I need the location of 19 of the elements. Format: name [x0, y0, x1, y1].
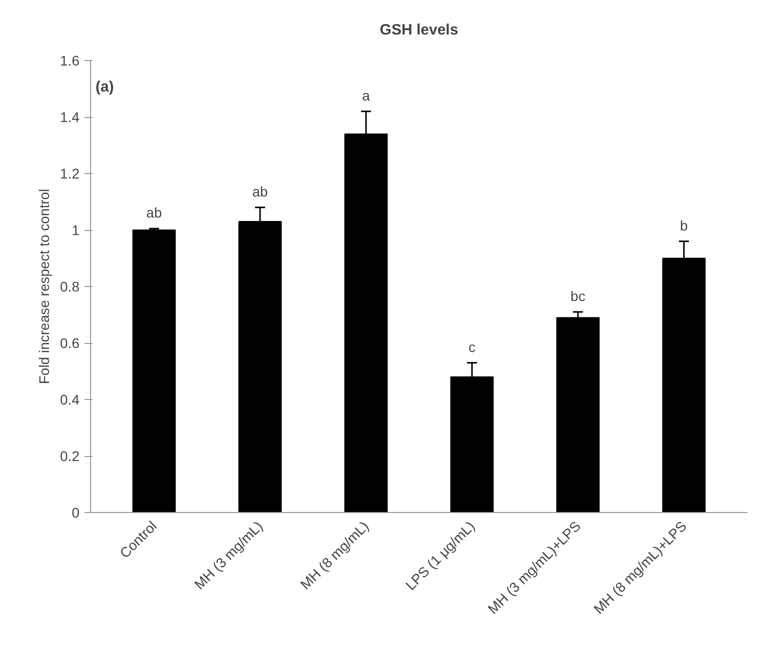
data-label: bc — [570, 288, 586, 304]
y-tick-label: 0.6 — [60, 335, 80, 351]
data-label: ab — [252, 183, 268, 200]
y-tick-label: 0.8 — [60, 278, 80, 294]
annotation: (a) — [96, 78, 114, 96]
y-tick-label: 0.4 — [60, 392, 80, 408]
bar — [132, 230, 176, 512]
data-label: b — [680, 217, 688, 234]
y-tick-label: 0.2 — [60, 448, 80, 464]
data-label: a — [362, 87, 370, 104]
y-tick-label: 1.4 — [60, 109, 80, 125]
y-tick-label: 1.6 — [60, 52, 80, 68]
data-label: c — [468, 338, 476, 355]
chart-title: GSH levels — [380, 22, 458, 38]
y-axis-title: Fold increase respect to control — [36, 188, 52, 384]
y-tick-label: 1.2 — [60, 166, 80, 182]
y-tick-label: 0 — [72, 504, 80, 520]
data-label: ab — [146, 204, 162, 221]
y-tick-label: 1 — [72, 222, 80, 238]
